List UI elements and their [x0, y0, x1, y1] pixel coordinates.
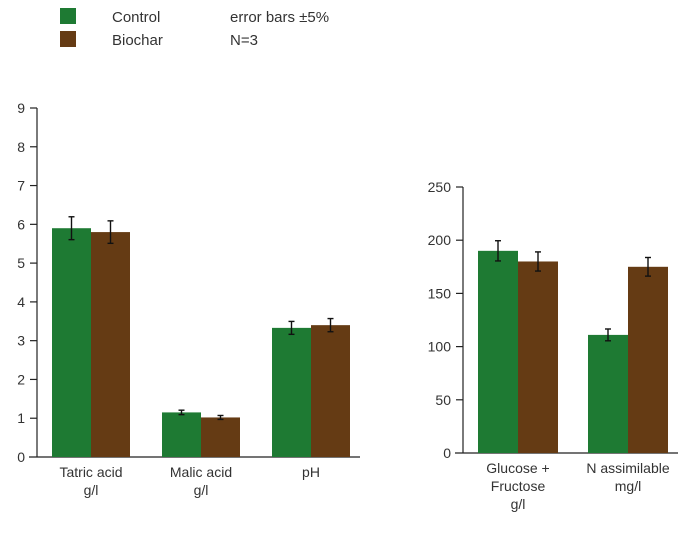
x-category-label: Malic acid — [170, 464, 232, 480]
legend-swatch-biochar — [60, 31, 76, 47]
bar-biochar — [311, 325, 350, 457]
y-tick-label: 7 — [17, 178, 25, 194]
bar-control — [272, 327, 311, 457]
bar-biochar — [518, 261, 558, 453]
x-category-label: N assimilable — [586, 460, 669, 476]
x-category-label: g/l — [511, 496, 526, 512]
y-tick-label: 6 — [17, 216, 25, 232]
error-bar — [68, 216, 75, 241]
bar-control — [52, 228, 91, 457]
bar-control — [588, 334, 628, 453]
y-tick-label: 0 — [17, 449, 25, 465]
x-category-label: g/l — [84, 482, 99, 498]
bar-biochar — [91, 232, 130, 457]
y-tick-label: 150 — [428, 285, 452, 301]
y-tick-label: 3 — [17, 333, 25, 349]
y-tick-label: 2 — [17, 371, 25, 387]
legend-note-n: N=3 — [230, 32, 258, 49]
x-category-label: pH — [302, 464, 320, 480]
x-category-label: Glucose + — [486, 460, 549, 476]
legend-label-biochar: Biochar — [112, 32, 163, 49]
legend-note-error-bars: error bars ±5% — [230, 9, 329, 26]
y-tick-label: 0 — [443, 445, 451, 461]
error-bar — [288, 320, 295, 336]
bar-control — [478, 250, 518, 453]
error-bar — [107, 220, 114, 245]
error-bar — [495, 240, 501, 262]
error-bar — [535, 251, 541, 272]
y-tick-label: 1 — [17, 410, 25, 426]
bar-control — [162, 412, 201, 457]
legend-swatch-control — [60, 8, 76, 24]
error-bar — [605, 328, 611, 342]
legend-label-control: Control — [112, 9, 160, 26]
error-bar — [217, 414, 224, 421]
chart-left: 0 1 2 3 4 5 6 7 8 9 Tatric acid g/l Malic acid g/l pH — [17, 100, 360, 498]
bar-biochar — [628, 266, 668, 453]
bar-biochar — [201, 417, 240, 457]
y-tick-label: 50 — [435, 392, 451, 408]
x-category-label: Tatric acid — [59, 464, 122, 480]
y-tick-label: 4 — [17, 294, 25, 310]
y-tick-label: 100 — [428, 339, 452, 355]
y-tick-label: 9 — [17, 100, 25, 116]
chart-right: 0 50 100 150 200 250 Glucose + Fructose g/l N ass… — [428, 179, 678, 512]
x-category-label: mg/l — [615, 478, 641, 494]
y-tick-label: 8 — [17, 139, 25, 155]
error-bar — [178, 409, 185, 416]
y-tick-label: 250 — [428, 179, 452, 195]
x-category-label: g/l — [194, 482, 209, 498]
legend: Control Biochar error bars ±5% N=3 — [60, 8, 329, 49]
x-category-label: Fructose — [491, 478, 546, 494]
error-bar — [327, 317, 334, 333]
y-tick-label: 5 — [17, 255, 25, 271]
y-tick-label: 200 — [428, 232, 452, 248]
error-bar — [645, 256, 651, 277]
